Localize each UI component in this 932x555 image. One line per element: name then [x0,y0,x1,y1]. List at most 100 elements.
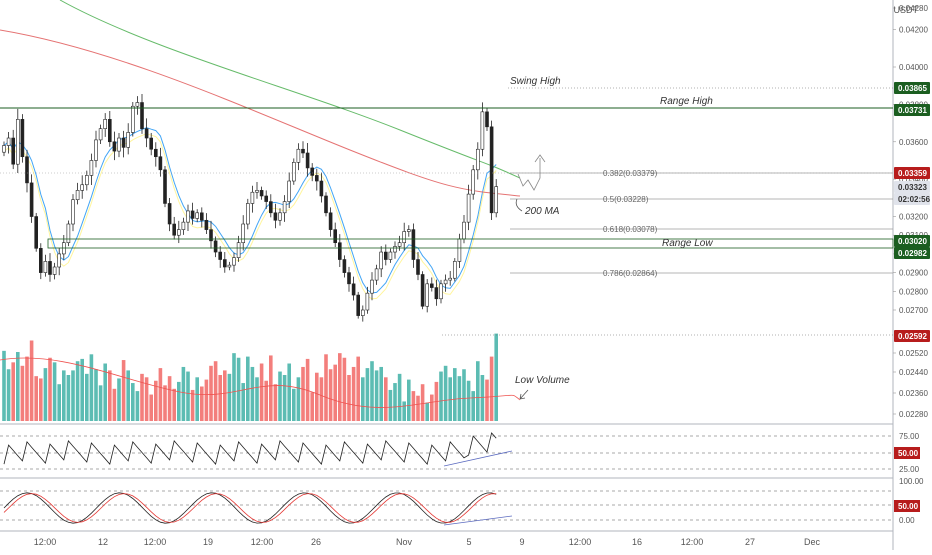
candle-body [264,195,269,202]
price-tick-label: 0.02800 [899,287,928,296]
volume-bar [85,373,89,421]
fib-level-label: 0.618(0.03078) [603,225,658,234]
volume-bar [43,368,48,421]
volume-bar [131,383,135,421]
volume-bar [393,383,397,421]
rsi-current-label: 50.00 [898,449,919,458]
candle-body [246,203,250,225]
time-tick-label: Dec [804,537,821,547]
fib-level-label: 0.382(0.03379) [603,169,658,178]
volume-bar [163,385,167,421]
price-tick-label: 0.02520 [899,349,928,358]
volume-bar [374,370,379,421]
volume-bar [416,395,420,421]
candle-body [20,119,25,158]
candle-body [448,277,453,281]
candle-body [480,111,485,150]
rsi-divergence-line [443,450,513,467]
stoch-level-label: 100.00 [899,477,924,486]
candle-body [103,119,107,129]
volume-bar [39,378,43,421]
price-tick-label: 0.04000 [899,63,928,72]
volume-bar [177,381,181,421]
candle-body [38,248,43,273]
volume-bar [135,391,140,421]
volume-bar [126,370,130,421]
time-tick-label: 12 [98,537,108,547]
volume-bar [236,357,241,421]
volume-bar [494,333,498,421]
candle-body [126,132,130,148]
volume-bar [439,371,443,421]
candle-body [25,156,29,184]
volume-bar [411,391,416,421]
volume-bar [241,383,245,421]
candlestick-series [2,93,499,322]
volume-bar [6,369,11,421]
candle-body [117,137,121,152]
price-badge [894,193,930,205]
volume-histogram [2,333,498,421]
candle-body [425,283,430,307]
volume-bar [407,379,411,421]
candle-body [158,156,163,171]
candle-body [112,141,117,152]
candle-body [223,259,227,268]
pane-frames [0,0,894,550]
swing-high-label: Swing High [510,76,561,87]
candle-body [466,193,471,223]
volume-bar [310,392,314,421]
volume-bar [103,363,107,421]
candle-body [218,251,222,260]
candle-body [181,221,186,230]
candle-body [462,221,466,240]
candle-body [140,102,144,129]
volume-bar [420,384,425,421]
candle-body [75,190,80,201]
candle-body [204,219,209,230]
time-tick-label: Nov [396,537,413,547]
time-axis[interactable]: 12:00 12 12:00 19 12:00 26 Nov 5 9 12:00 16 12:00 27… [34,537,821,547]
candle-body [333,229,338,244]
volume-bar [466,380,471,421]
fib-level-label: 0.5(0.03228) [603,195,649,204]
volume-bar [324,354,328,421]
volume-bar [287,363,291,421]
projection-arrow [534,154,546,163]
candle-body [250,191,255,204]
volume-bar [351,366,356,421]
volume-bar [232,353,236,421]
price-badges: 0.03865 0.03731 0.03359 0.03323 02:02:56 0.03… [894,82,931,342]
candle-body [439,283,443,300]
candle-body [232,257,236,266]
candle-body [34,216,39,249]
candle-body [402,231,407,244]
time-tick-label: 12:00 [569,537,592,547]
volume-bar [218,375,222,421]
candle-body [11,137,15,165]
candle-body [434,287,439,300]
candle-body [305,152,310,169]
candle-body [85,175,89,186]
price-tick-label: 0.03400 [899,175,928,184]
candle-body [420,274,425,307]
candle-body [213,240,218,253]
volume-bar [480,375,485,421]
price-badge-label: 0.03731 [898,106,927,115]
candle-body [131,105,135,133]
time-tick-label: 9 [519,537,524,547]
volume-bar [347,375,351,421]
rsi-line [3,432,497,465]
candle-body [52,266,57,275]
stoch-current-badge [894,500,920,512]
price-tick-label: 0.02360 [899,389,928,398]
stoch-current-label: 50.00 [898,502,919,511]
candle-body [259,190,264,197]
candle-body [475,148,480,171]
candle-body [406,229,411,232]
